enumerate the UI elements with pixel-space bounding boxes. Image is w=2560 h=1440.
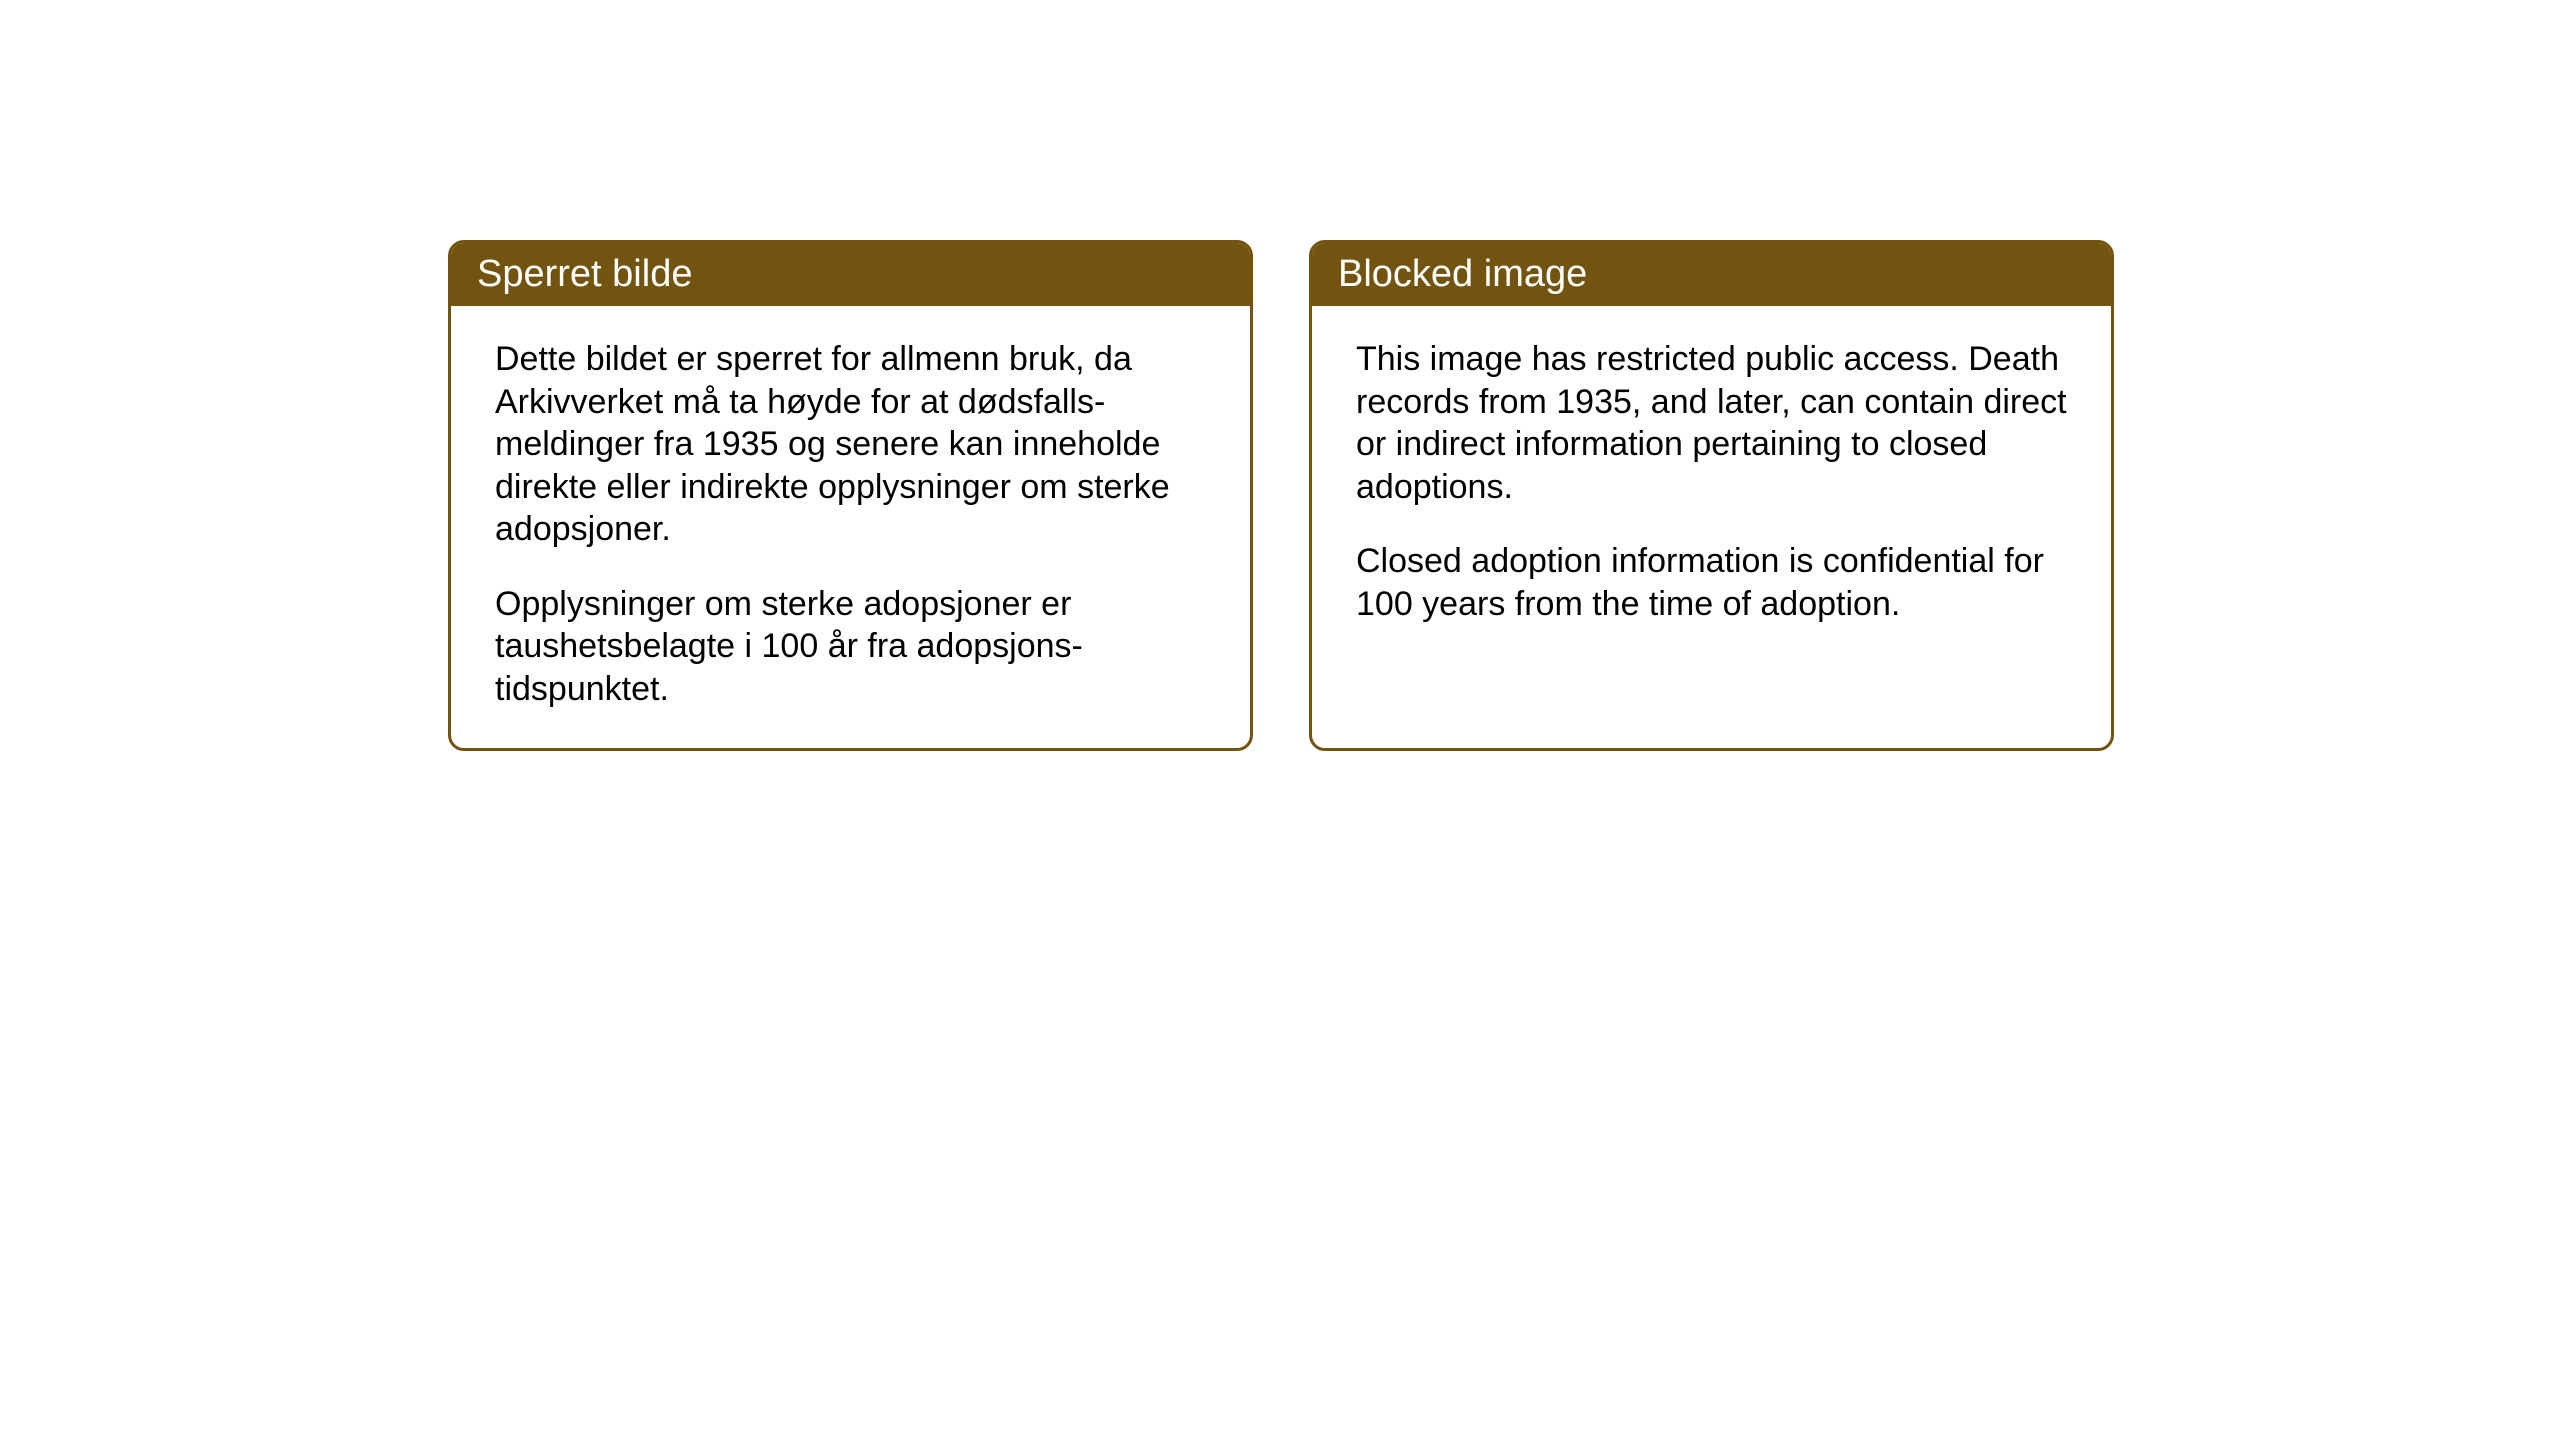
card-norwegian-header: Sperret bilde: [451, 243, 1250, 306]
card-english-body: This image has restricted public access.…: [1312, 306, 2111, 726]
card-english-paragraph-1: This image has restricted public access.…: [1356, 338, 2067, 508]
card-norwegian: Sperret bilde Dette bildet er sperret fo…: [448, 240, 1253, 751]
card-english: Blocked image This image has restricted …: [1309, 240, 2114, 751]
cards-container: Sperret bilde Dette bildet er sperret fo…: [448, 240, 2114, 751]
card-english-header: Blocked image: [1312, 243, 2111, 306]
card-norwegian-paragraph-1: Dette bildet er sperret for allmenn bruk…: [495, 338, 1206, 551]
card-english-paragraph-2: Closed adoption information is confident…: [1356, 540, 2067, 625]
card-norwegian-body: Dette bildet er sperret for allmenn bruk…: [451, 306, 1250, 748]
card-norwegian-paragraph-2: Opplysninger om sterke adopsjoner er tau…: [495, 583, 1206, 711]
card-norwegian-title: Sperret bilde: [477, 253, 692, 295]
card-english-title: Blocked image: [1338, 253, 1587, 295]
